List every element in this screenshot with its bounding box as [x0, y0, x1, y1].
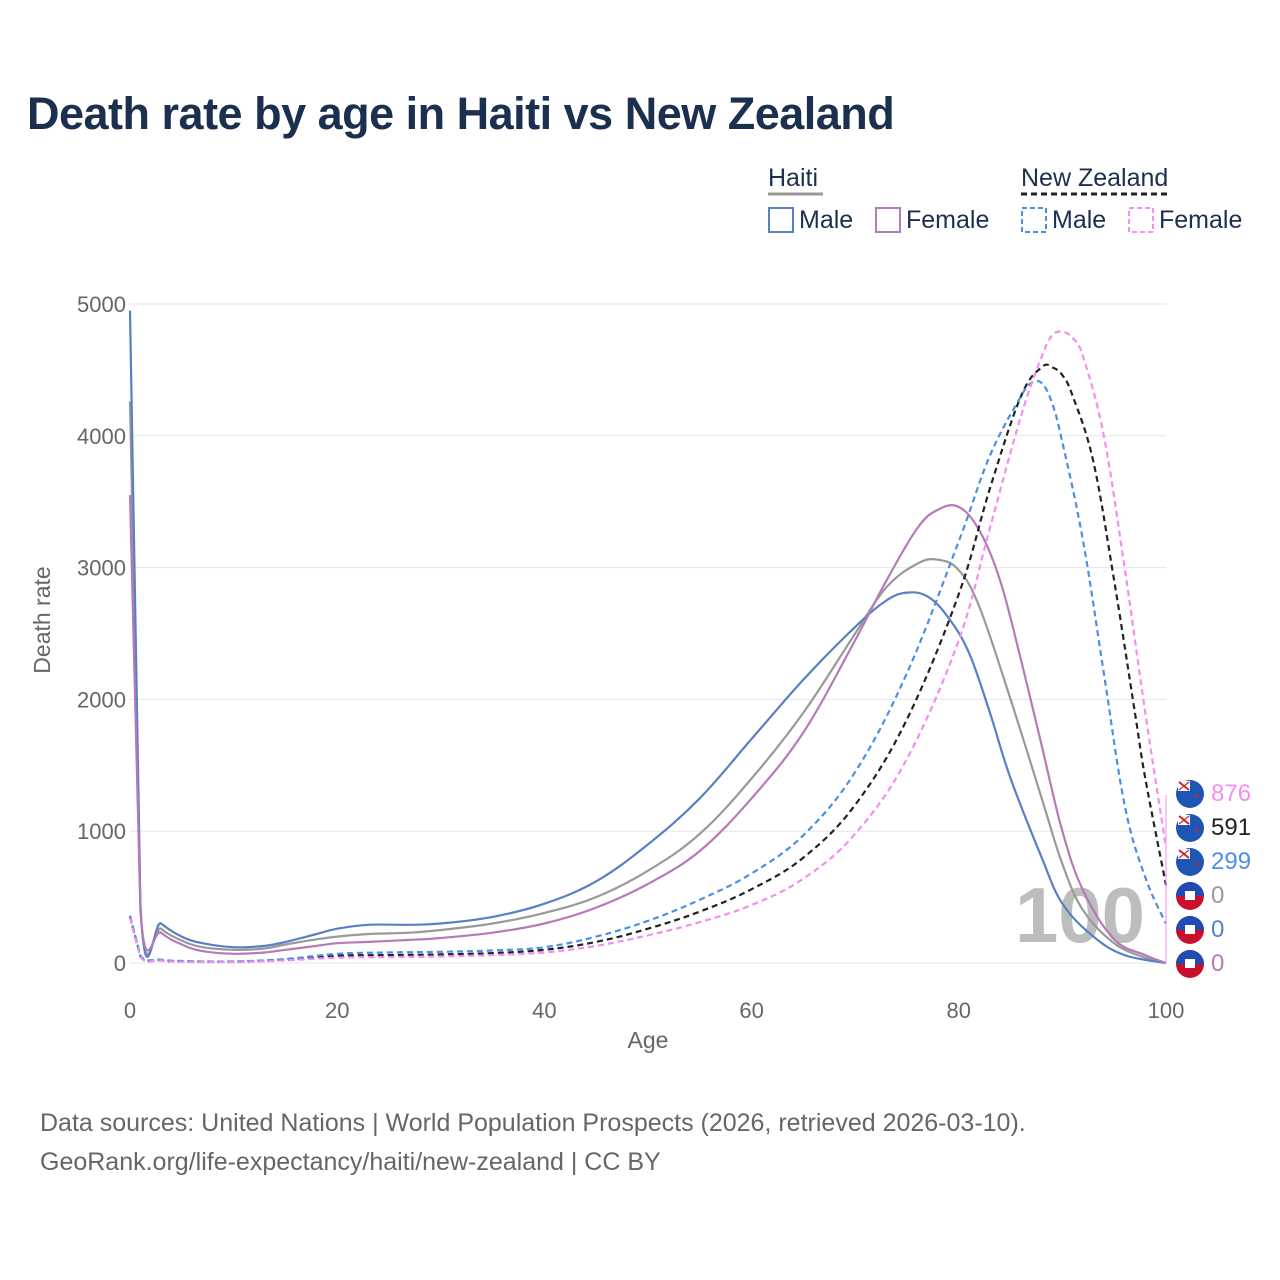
- series-line-haiti-total[interactable]: [128, 401, 1167, 965]
- haiti-flag-icon: [1176, 882, 1204, 910]
- x-tick-label: 100: [1148, 998, 1185, 1023]
- haiti-flag-icon: [1176, 916, 1204, 944]
- x-tick-label: 0: [124, 998, 136, 1023]
- end-label-value: 299: [1211, 848, 1251, 875]
- chart-title: Death rate by age in Haiti vs New Zealan…: [27, 88, 895, 139]
- new-zealand-flag-icon: [1176, 814, 1204, 842]
- legend-box-nz-male: [1021, 207, 1047, 233]
- source-line-2[interactable]: GeoRank.org/life-expectancy/haiti/new-ze…: [40, 1148, 661, 1176]
- x-axis-label: Age: [628, 1027, 669, 1053]
- end-label-value: 876: [1211, 780, 1251, 807]
- y-tick-label: 3000: [77, 556, 126, 581]
- y-tick-label: 1000: [77, 819, 126, 844]
- grid: [130, 303, 1166, 964]
- y-tick-label: 0: [114, 951, 126, 976]
- series-line-nz-female[interactable]: [128, 330, 1168, 964]
- legend-item-nz-male[interactable]: Male: [1021, 206, 1106, 234]
- legend-box-haiti-male: [768, 207, 794, 233]
- source-note: Data sources: United Nations | World Pop…: [40, 1104, 1026, 1182]
- series-line-haiti-male[interactable]: [128, 310, 1167, 965]
- end-label-value: 591: [1211, 814, 1251, 841]
- x-tick-label: 20: [325, 998, 349, 1023]
- legend-item-haiti-female[interactable]: Female: [875, 206, 989, 234]
- x-axis-ticks: 0 20 40 60 80 100: [124, 998, 1184, 1023]
- legend-group-title-haiti: Haiti: [768, 164, 818, 192]
- new-zealand-flag-icon: [1176, 848, 1204, 876]
- new-zealand-flag-icon: [1176, 780, 1204, 808]
- series-line-nz-male[interactable]: [128, 379, 1168, 963]
- legend-label-haiti-male: Male: [799, 206, 853, 234]
- haiti-flag-icon: [1176, 950, 1204, 978]
- y-tick-label: 4000: [77, 424, 126, 449]
- legend-item-nz-female[interactable]: Female: [1128, 206, 1242, 234]
- series-line-nz-total[interactable]: [128, 363, 1168, 963]
- legend: Haiti New Zealand Male Female Male Femal…: [768, 164, 1242, 234]
- series-line-haiti-female[interactable]: [128, 495, 1167, 965]
- legend-label-haiti-female: Female: [906, 206, 989, 234]
- x-tick-label: 60: [739, 998, 763, 1023]
- legend-box-nz-female: [1128, 207, 1154, 233]
- end-label-value: 0: [1211, 882, 1224, 909]
- source-line-1: Data sources: United Nations | World Pop…: [40, 1109, 1026, 1137]
- y-axis-label: Death rate: [29, 566, 55, 673]
- end-label-value: 0: [1211, 950, 1224, 977]
- legend-item-haiti-male[interactable]: Male: [768, 206, 853, 234]
- y-tick-label: 5000: [77, 292, 126, 317]
- legend-group-title-new-zealand: New Zealand: [1021, 164, 1168, 192]
- x-tick-label: 80: [947, 998, 971, 1023]
- series-lines: [128, 310, 1168, 965]
- legend-box-haiti-female: [875, 207, 901, 233]
- y-tick-label: 2000: [77, 687, 126, 712]
- end-labels: 876 591 299 0 0 0: [1165, 780, 1251, 978]
- legend-label-nz-male: Male: [1052, 206, 1106, 234]
- end-label-value: 0: [1211, 916, 1224, 943]
- x-tick-label: 40: [532, 998, 556, 1023]
- legend-label-nz-female: Female: [1159, 206, 1242, 234]
- y-axis-ticks: 0 1000 2000 3000 4000 5000: [77, 292, 126, 976]
